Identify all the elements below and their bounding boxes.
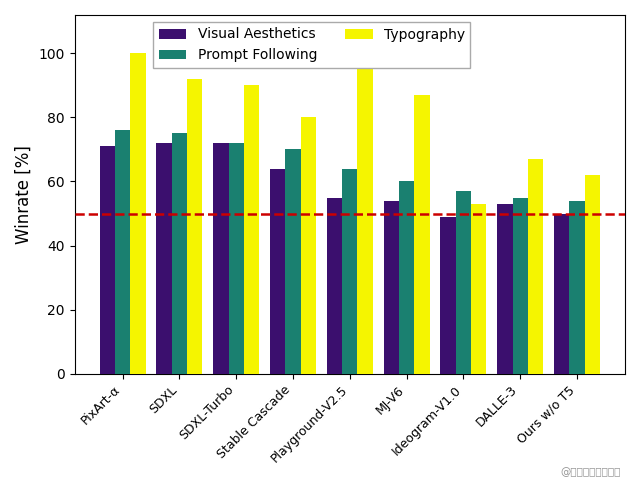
Bar	[414, 95, 429, 373]
Bar	[213, 143, 228, 373]
Bar	[327, 197, 342, 373]
Text: @稻土园金技术社区: @稻土园金技术社区	[561, 467, 621, 477]
Bar	[471, 204, 486, 373]
Bar	[100, 146, 115, 373]
Bar	[228, 143, 244, 373]
Bar	[115, 130, 131, 373]
Bar	[513, 197, 528, 373]
Bar	[270, 168, 285, 373]
Bar	[358, 60, 373, 373]
Bar	[554, 214, 570, 373]
Bar	[301, 118, 316, 373]
Bar	[285, 149, 301, 373]
Bar	[187, 79, 202, 373]
Bar	[383, 201, 399, 373]
Bar	[440, 216, 456, 373]
Bar	[131, 53, 146, 373]
Legend: Visual Aesthetics, Prompt Following, Typography: Visual Aesthetics, Prompt Following, Typ…	[153, 22, 470, 68]
Bar	[172, 133, 187, 373]
Y-axis label: Winrate [%]: Winrate [%]	[15, 145, 33, 244]
Bar	[244, 85, 259, 373]
Bar	[399, 181, 414, 373]
Bar	[585, 175, 600, 373]
Bar	[342, 168, 358, 373]
Bar	[570, 201, 585, 373]
Bar	[156, 143, 172, 373]
Bar	[528, 159, 543, 373]
Bar	[456, 191, 471, 373]
Bar	[497, 204, 513, 373]
